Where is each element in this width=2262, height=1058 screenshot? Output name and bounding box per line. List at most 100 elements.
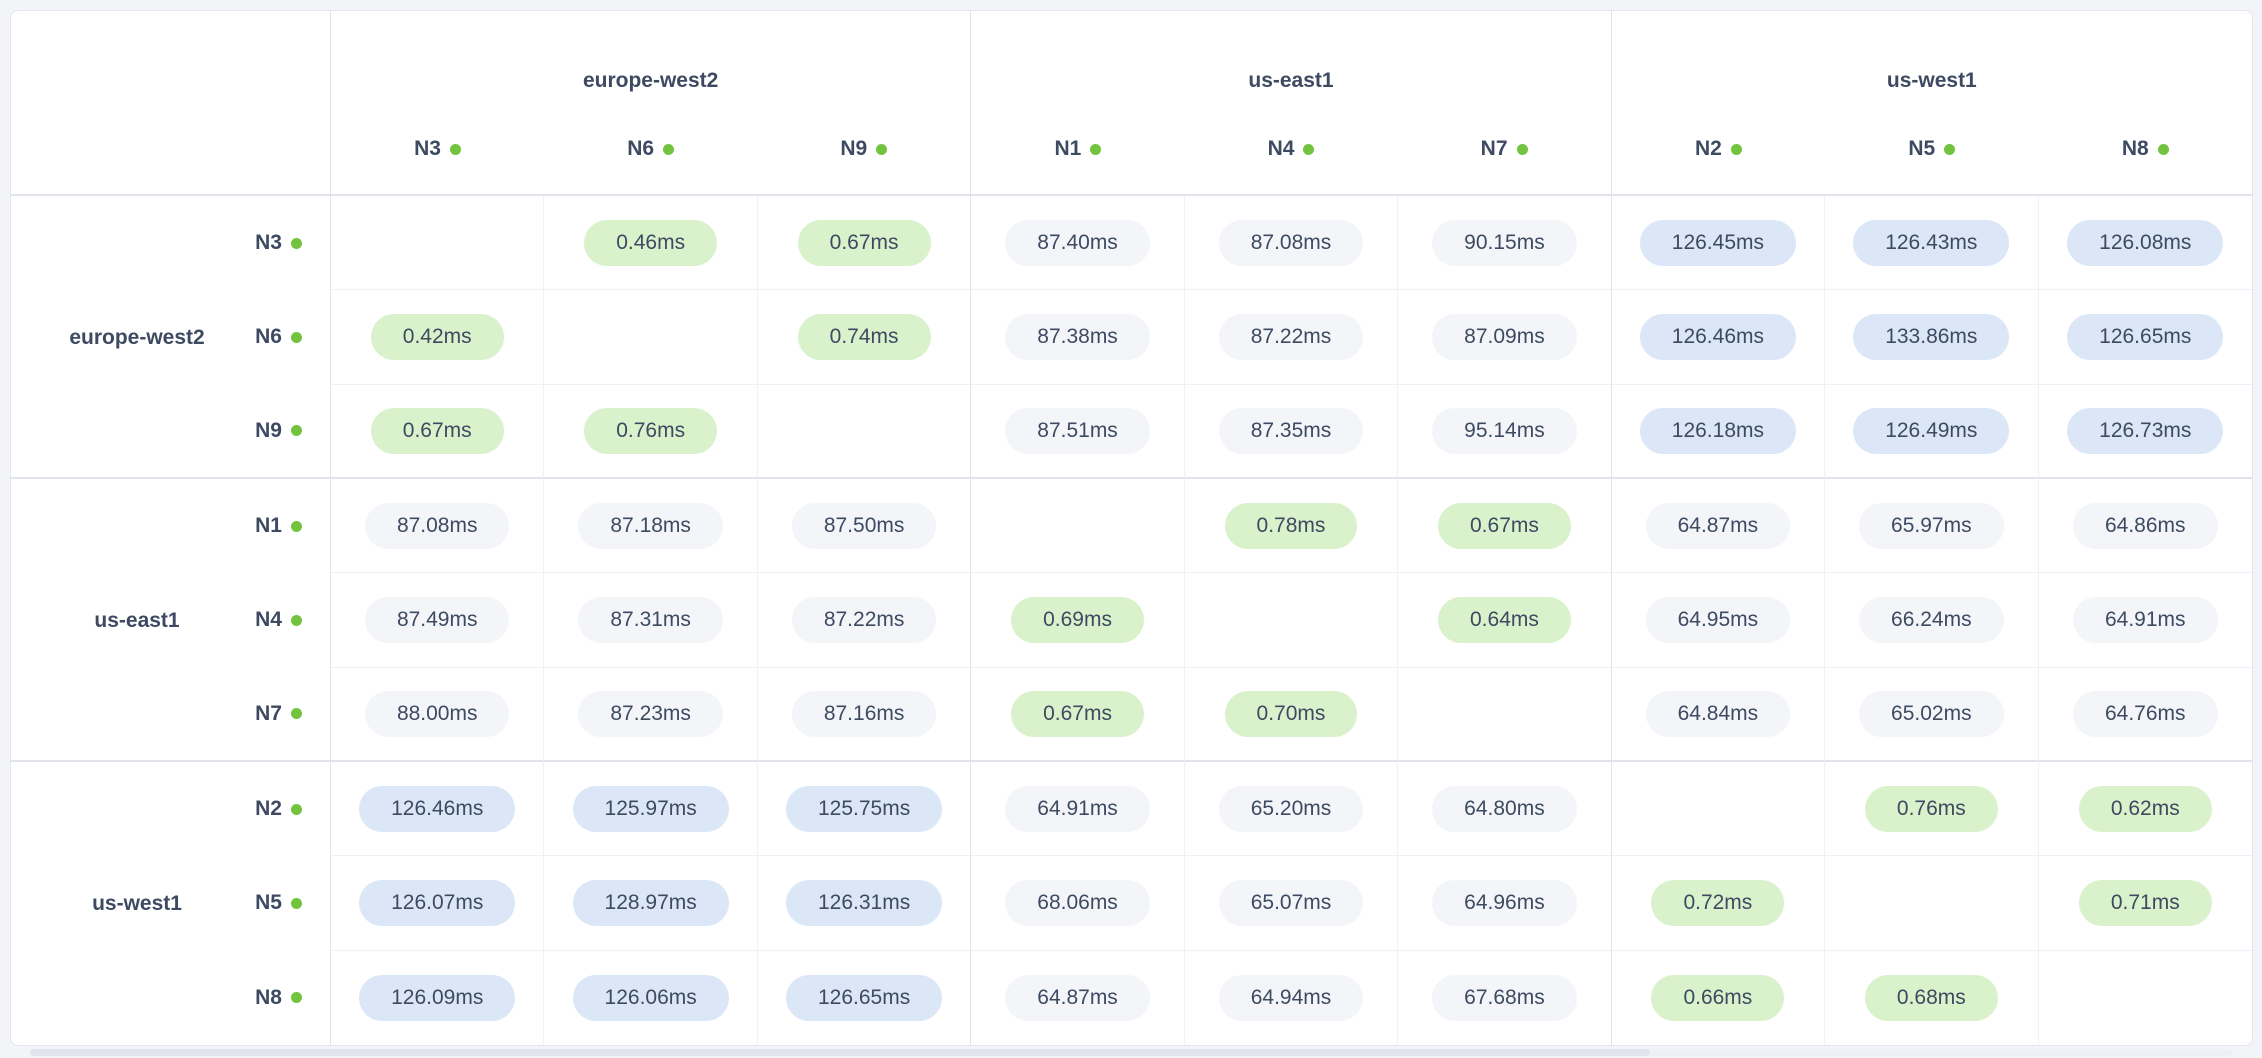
cell-n2-n5[interactable]: 0.76ms [1825, 762, 2039, 857]
cell-n4-n8[interactable]: 64.91ms [2038, 573, 2252, 668]
latency-pill[interactable]: 64.91ms [1005, 785, 1150, 832]
cell-n6-n5[interactable]: 133.86ms [1825, 290, 2039, 385]
cell-n9-n8[interactable]: 126.73ms [2038, 385, 2252, 479]
latency-pill[interactable]: 133.86ms [1853, 313, 2010, 360]
latency-pill[interactable]: 64.91ms [2072, 596, 2218, 643]
latency-pill[interactable]: 65.07ms [1218, 879, 1364, 926]
cell-n1-n9[interactable]: 87.50ms [757, 479, 972, 574]
latency-pill[interactable]: 87.22ms [1218, 313, 1364, 360]
cell-n4-n7[interactable]: 0.64ms [1398, 573, 1612, 668]
latency-pill[interactable]: 64.86ms [2072, 502, 2218, 549]
cell-n3-n7[interactable]: 90.15ms [1398, 196, 1612, 291]
latency-pill[interactable]: 125.75ms [785, 785, 943, 832]
cell-n8-n1[interactable]: 64.87ms [971, 950, 1185, 1045]
cell-n4-n1[interactable]: 0.69ms [971, 573, 1185, 668]
cell-n5-n4[interactable]: 65.07ms [1184, 856, 1399, 951]
cell-n3-n4[interactable]: 87.08ms [1184, 196, 1399, 291]
cell-n5-n7[interactable]: 64.96ms [1398, 856, 1612, 951]
latency-pill[interactable]: 126.09ms [359, 974, 516, 1021]
latency-pill[interactable]: 0.74ms [797, 313, 931, 360]
latency-pill[interactable]: 64.80ms [1432, 785, 1577, 832]
cell-n7-n3[interactable]: 88.00ms [331, 667, 545, 762]
latency-pill[interactable]: 64.96ms [1432, 879, 1577, 926]
latency-pill[interactable]: 126.07ms [359, 879, 516, 926]
cell-n2-n1[interactable]: 64.91ms [971, 762, 1185, 857]
cell-n7-n8[interactable]: 64.76ms [2038, 668, 2252, 762]
latency-pill[interactable]: 0.46ms [584, 219, 718, 266]
row-header-n1[interactable]: N1 [11, 479, 331, 574]
latency-pill[interactable]: 87.49ms [364, 596, 510, 643]
latency-pill[interactable]: 0.67ms [1438, 502, 1571, 549]
latency-pill[interactable]: 64.84ms [1645, 690, 1791, 737]
cell-n4-n3[interactable]: 87.49ms [331, 573, 545, 668]
cell-n1-n5[interactable]: 65.97ms [1825, 479, 2039, 574]
cell-n5-n8[interactable]: 0.71ms [2038, 856, 2252, 951]
latency-pill[interactable]: 0.76ms [584, 407, 718, 454]
latency-pill[interactable]: 87.35ms [1218, 407, 1364, 454]
cell-n6-n4[interactable]: 87.22ms [1184, 290, 1399, 385]
latency-pill[interactable]: 65.02ms [1859, 690, 2004, 737]
cell-n9-n2[interactable]: 126.18ms [1611, 384, 1826, 479]
latency-pill[interactable]: 87.38ms [1005, 313, 1150, 360]
cell-n7-n4[interactable]: 0.70ms [1184, 667, 1399, 762]
col-header-n3[interactable]: N3 [331, 112, 544, 186]
cell-n9-n1[interactable]: 87.51ms [971, 384, 1185, 479]
cell-n8-n9[interactable]: 126.65ms [758, 950, 972, 1045]
col-header-n7[interactable]: N7 [1398, 112, 1611, 186]
cell-n6-n1[interactable]: 87.38ms [971, 290, 1185, 385]
col-header-n8[interactable]: N8 [2039, 112, 2252, 186]
latency-pill[interactable]: 95.14ms [1432, 407, 1577, 454]
cell-n3-n2[interactable]: 126.45ms [1611, 196, 1826, 291]
col-header-n5[interactable]: N5 [1825, 112, 2038, 186]
latency-pill[interactable]: 0.70ms [1224, 690, 1358, 737]
latency-pill[interactable]: 87.08ms [364, 502, 510, 549]
cell-n1-n2[interactable]: 64.87ms [1611, 479, 1826, 574]
latency-pill[interactable]: 0.72ms [1651, 879, 1785, 926]
latency-pill[interactable]: 87.31ms [578, 596, 723, 643]
latency-pill[interactable]: 0.76ms [1864, 785, 1998, 832]
row-header-n7[interactable]: N7 [11, 667, 331, 762]
latency-pill[interactable]: 64.76ms [2072, 690, 2218, 737]
cell-n7-n9[interactable]: 87.16ms [757, 667, 972, 762]
cell-n8-n5[interactable]: 0.68ms [1825, 950, 2039, 1045]
latency-pill[interactable]: 0.68ms [1864, 974, 1998, 1021]
row-header-n8[interactable]: N8 [11, 950, 331, 1045]
row-header-n3[interactable]: N3 [11, 196, 331, 291]
cell-n3-n5[interactable]: 126.43ms [1825, 196, 2039, 291]
latency-pill[interactable]: 87.51ms [1005, 407, 1150, 454]
cell-n3-n9[interactable]: 0.67ms [757, 196, 972, 291]
cell-n1-n4[interactable]: 0.78ms [1184, 479, 1399, 574]
cell-n5-n6[interactable]: 128.97ms [544, 856, 758, 951]
col-header-n1[interactable]: N1 [971, 112, 1184, 186]
cell-n4-n6[interactable]: 87.31ms [544, 573, 758, 668]
latency-pill[interactable]: 87.40ms [1005, 219, 1150, 266]
latency-pill[interactable]: 0.71ms [2078, 879, 2212, 926]
latency-pill[interactable]: 68.06ms [1005, 879, 1150, 926]
col-header-n9[interactable]: N9 [757, 112, 970, 186]
latency-pill[interactable]: 87.50ms [791, 502, 937, 549]
row-header-n2[interactable]: N2 [11, 762, 331, 857]
latency-pill[interactable]: 64.95ms [1645, 596, 1791, 643]
col-header-n6[interactable]: N6 [544, 112, 757, 186]
latency-pill[interactable]: 126.18ms [1639, 407, 1796, 454]
row-header-n4[interactable]: N4 [11, 573, 331, 668]
latency-pill[interactable]: 87.22ms [791, 596, 937, 643]
row-header-n6[interactable]: N6 [11, 290, 331, 385]
cell-n9-n7[interactable]: 95.14ms [1398, 384, 1612, 479]
cell-n3-n8[interactable]: 126.08ms [2038, 196, 2252, 291]
cell-n2-n7[interactable]: 64.80ms [1398, 762, 1612, 857]
latency-pill[interactable]: 64.94ms [1218, 974, 1364, 1021]
cell-n6-n9[interactable]: 0.74ms [757, 290, 972, 385]
cell-n2-n6[interactable]: 125.97ms [544, 762, 758, 857]
cell-n4-n2[interactable]: 64.95ms [1611, 573, 1826, 668]
cell-n3-n1[interactable]: 87.40ms [971, 196, 1185, 291]
latency-pill[interactable]: 87.18ms [578, 502, 723, 549]
latency-pill[interactable]: 126.73ms [2067, 407, 2224, 454]
latency-pill[interactable]: 126.31ms [785, 879, 943, 926]
latency-pill[interactable]: 90.15ms [1432, 219, 1577, 266]
cell-n2-n9[interactable]: 125.75ms [757, 762, 972, 857]
col-header-n4[interactable]: N4 [1184, 112, 1397, 186]
latency-pill[interactable]: 87.16ms [791, 690, 937, 737]
cell-n8-n2[interactable]: 0.66ms [1612, 950, 1826, 1045]
latency-pill[interactable]: 126.49ms [1853, 407, 2010, 454]
